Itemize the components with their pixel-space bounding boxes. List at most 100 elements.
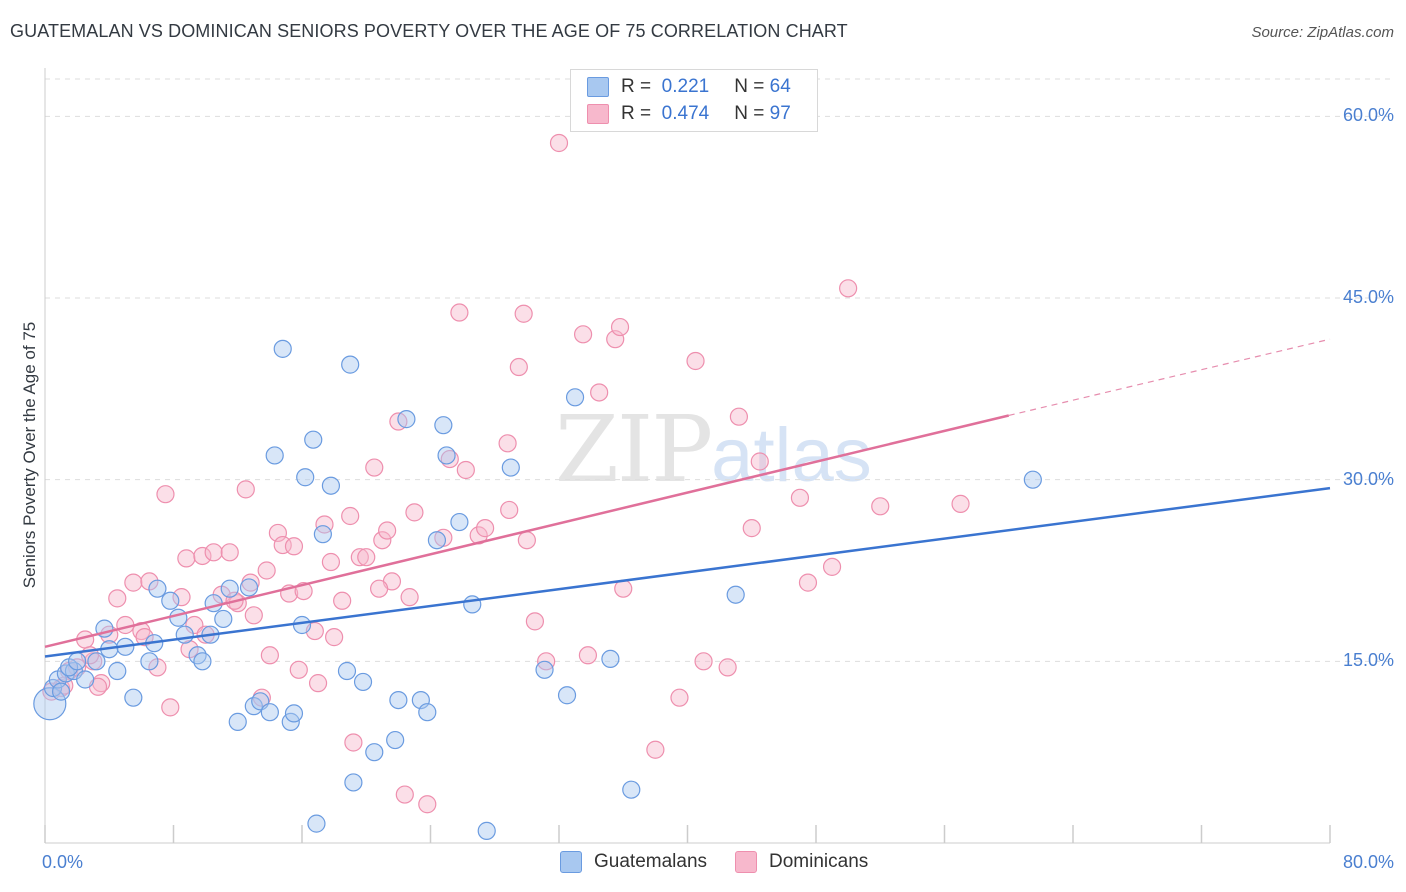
dominican-point [610,317,630,337]
dominican-point [590,383,609,402]
guatemalan-point [140,652,159,671]
dominican-point [204,543,223,562]
dominican-point [418,795,437,814]
guatemalan-point [313,525,332,544]
dominican-point [500,500,519,520]
guatemalan-point [148,579,167,598]
guatemalan-point [273,339,292,358]
dominican-point [395,785,414,804]
guatemalan-point [108,661,127,681]
dominican-point [822,557,842,576]
y-tick-label: 15.0% [1342,650,1394,671]
guatemalan-point [51,682,71,701]
dominican-point [686,351,705,371]
guatemalan-point [33,687,67,721]
guatemalan-point [214,609,233,629]
guatemalan-point [68,652,87,671]
guatemalan-point [427,531,447,550]
series-legend: Guatemalans Dominicans [560,851,896,873]
guatemalan-point [304,430,323,449]
dominican-point [108,589,127,608]
y-tick-label: 45.0% [1342,287,1394,307]
guatemalan-point [87,652,106,671]
dominican-trendline-extension [1008,338,1331,417]
dominican-point [729,407,749,426]
dominican-point [718,658,737,677]
guatemalan-point [169,608,188,627]
dominican-point [260,646,279,665]
dominican-point [549,133,569,153]
dominican-point [476,519,495,538]
guatemalan-point [565,388,585,407]
dominican-point [365,458,384,477]
dominican-point [321,552,341,572]
guatemalan-point [450,512,469,532]
legend-swatch-guatemalans [560,851,582,873]
guatemalan-point [434,416,453,435]
guatemalan-point [477,821,496,840]
dominican-point [344,733,363,752]
legend-n-value: 97 [769,103,791,124]
dominican-point [514,304,533,323]
guatemalan-point [463,595,482,614]
guatemalan-point [292,615,312,635]
dominican-point [244,606,263,625]
dominican-point [456,460,475,480]
legend-label-guatemalans: Guatemalans [594,851,708,872]
legend-r-value: 0.474 [661,103,710,124]
guatemalan-point [622,780,641,799]
guatemalan-point [365,743,384,762]
legend-r-label: R = [621,76,652,97]
y-tick-label: 30.0% [1342,468,1394,489]
legend-r-value: 0.221 [661,76,710,97]
guatemalan-point [601,649,620,669]
dominican-point [373,531,392,550]
legend-row-dominicans: R = 0.474 N = 97 [587,102,791,126]
dominican-point [220,543,239,562]
guatemalan-point [535,660,554,679]
guatemalan-point [265,446,284,465]
dominican-point [135,628,154,647]
dominican-point [308,674,328,693]
dominican-point [193,546,212,566]
x-tick-label-min: 0.0% [42,852,84,872]
dominican-point [357,548,376,567]
guatemalan-point [501,458,520,477]
guatemalan-point [188,646,207,665]
legend-r-label: R = [621,103,652,124]
legend-swatch-guatemalans [587,77,609,97]
guatemalan-point [228,712,247,731]
guatemalan-point [341,355,360,374]
guatemalan-point [557,686,577,705]
guatemalan-point [437,446,456,465]
dominican-point [284,537,304,556]
dominican-point [325,628,344,647]
guatemalan-point [193,652,212,671]
guatemalan-point [321,476,341,495]
dominican-point [257,561,276,580]
dominican-point [350,548,369,567]
legend-n-label: N = [734,76,765,97]
dominican-point [405,503,424,522]
guatemalan-point [76,670,95,689]
guatemalan-point [389,690,408,710]
dominican-point [750,452,769,471]
guatemalan-point [1023,470,1042,489]
dominican-point [578,646,598,665]
dominican-point [124,573,143,592]
legend-swatch-dominicans [587,104,609,124]
dominican-point [268,523,288,543]
y-axis-title: Seniors Poverty Over the Age of 75 [20,321,39,589]
guatemalan-point [124,688,143,707]
legend-item-dominicans: Dominicans [735,851,868,873]
dominican-point [400,588,419,607]
dominican-point [509,357,528,377]
dominican-point [798,573,818,592]
dominican-point [839,279,858,298]
guatemalan-point [418,703,437,722]
guatemalan-point [175,625,194,644]
guatemalan-point [344,773,363,792]
guatemalan-point [161,591,180,610]
guatemalan-point [307,814,326,833]
